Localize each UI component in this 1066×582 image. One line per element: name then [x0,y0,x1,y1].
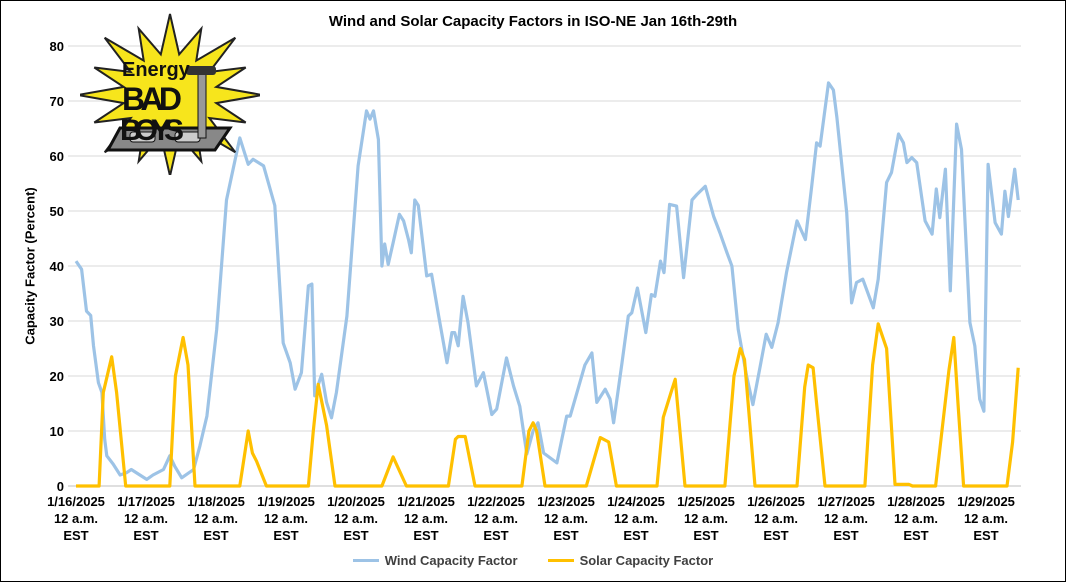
y-tick-label: 40 [50,259,64,274]
x-tick-label: 1/27/2025 [817,494,875,509]
x-tick-label: 1/16/2025 [47,494,105,509]
x-tick-label: EST [693,528,718,543]
x-tick-label: 12 a.m. [404,511,448,526]
x-tick-label: 1/19/2025 [257,494,315,509]
x-tick-label: 1/23/2025 [537,494,595,509]
x-tick-label: 1/22/2025 [467,494,525,509]
chart-title: Wind and Solar Capacity Factors in ISO-N… [328,13,738,30]
x-tick-label: 1/25/2025 [677,494,735,509]
x-tick-label: 1/21/2025 [397,494,455,509]
y-tick-label: 60 [50,149,64,164]
svg-text:Energy: Energy [122,59,191,81]
x-tick-label: EST [553,528,578,543]
svg-text:BOYS: BOYS [120,114,184,147]
x-tick-label: 12 a.m. [264,511,308,526]
x-tick-label: 12 a.m. [194,511,238,526]
y-tick-label: 10 [50,424,64,439]
x-tick-label: EST [763,528,788,543]
x-tick-label: 12 a.m. [754,511,798,526]
wind-points [75,82,1019,480]
x-tick-label: 12 a.m. [824,511,868,526]
x-tick-label: EST [413,528,438,543]
x-tick-label: EST [343,528,368,543]
x-tick-label: 12 a.m. [544,511,588,526]
legend-item-wind: Wind Capacity Factor [352,553,518,568]
x-tick-label: EST [623,528,648,543]
x-tick-label: 1/26/2025 [747,494,805,509]
svg-text:BAD: BAD [122,81,182,117]
x-tick-label: EST [833,528,858,543]
x-tick-label: EST [973,528,998,543]
x-tick-label: 12 a.m. [124,511,168,526]
legend-item-solar: Solar Capacity Factor [547,553,714,568]
legend-swatch-wind [352,559,379,562]
x-tick-label: 1/29/2025 [957,494,1015,509]
legend-label-wind: Wind Capacity Factor [384,553,518,568]
energy-bad-boys-logo: Energy BAD BOYS [80,13,260,175]
x-tick-label: EST [63,528,88,543]
x-tick-label: EST [483,528,508,543]
legend: Wind Capacity Factor Solar Capacity Fact… [0,553,1066,568]
x-tick-label: 12 a.m. [614,511,658,526]
x-tick-label: 12 a.m. [54,511,98,526]
solar-series-line [76,322,1020,488]
x-tick-label: EST [273,528,298,543]
legend-label-solar: Solar Capacity Factor [579,553,714,568]
y-tick-label: 30 [50,314,64,329]
x-tick-label: EST [203,528,228,543]
x-tick-label: 1/17/2025 [117,494,175,509]
y-tick-label: 70 [50,94,64,109]
y-tick-label: 20 [50,369,64,384]
x-tick-label: 1/24/2025 [607,494,665,509]
x-tick-label: 12 a.m. [334,511,378,526]
x-tick-label: 12 a.m. [684,511,728,526]
x-tick-label: 12 a.m. [894,511,938,526]
x-tick-label: 1/18/2025 [187,494,245,509]
y-tick-label: 80 [50,39,64,54]
solar-points [75,323,1019,487]
x-tick-label: EST [903,528,928,543]
legend-swatch-solar [547,559,574,562]
wind-series-line [74,81,1020,481]
x-tick-label: EST [133,528,158,543]
y-tick-label: 50 [50,204,64,219]
x-tick-label: 1/28/2025 [887,494,945,509]
x-tick-label: 12 a.m. [474,511,518,526]
y-tick-label: 0 [57,479,64,494]
x-tick-label: 12 a.m. [964,511,1008,526]
x-tick-label: 1/20/2025 [327,494,385,509]
